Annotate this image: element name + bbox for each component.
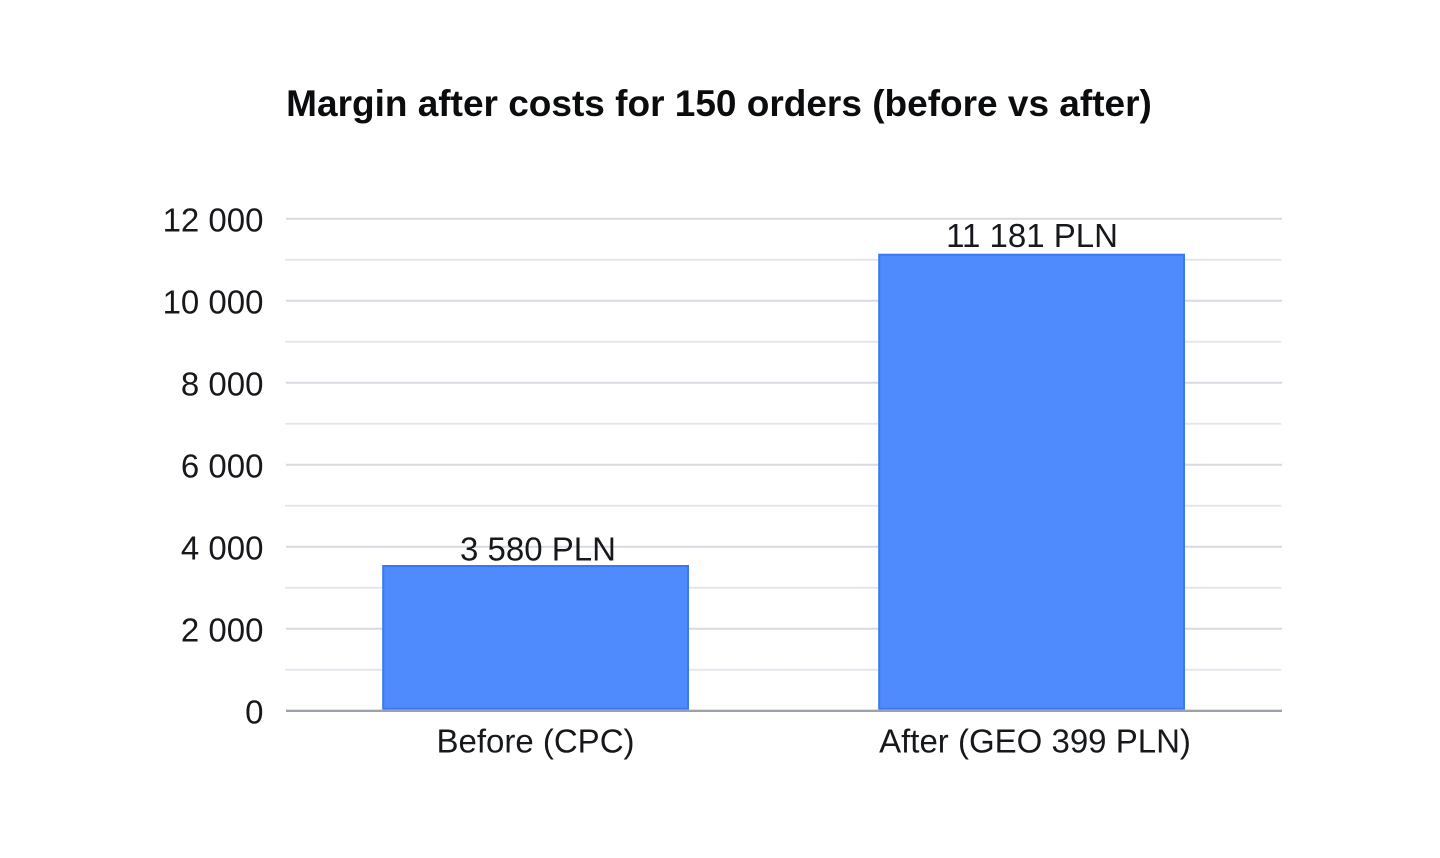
- svg-text:4 000: 4 000: [181, 529, 264, 566]
- svg-text:2 000: 2 000: [181, 611, 264, 648]
- svg-text:10 000: 10 000: [163, 283, 264, 320]
- svg-text:12 000: 12 000: [163, 201, 264, 238]
- svg-text:Margin after costs for 150 ord: Margin after costs for 150 orders (befor…: [286, 83, 1152, 124]
- svg-text:6 000: 6 000: [181, 447, 264, 484]
- svg-text:3 580 PLN: 3 580 PLN: [460, 531, 616, 568]
- svg-text:11 181 PLN: 11 181 PLN: [946, 217, 1118, 254]
- svg-text:After (GEO 399 PLN): After (GEO 399 PLN): [879, 722, 1191, 759]
- svg-text:0: 0: [245, 693, 263, 730]
- svg-text:Before (CPC): Before (CPC): [436, 722, 634, 759]
- svg-text:8 000: 8 000: [181, 365, 264, 402]
